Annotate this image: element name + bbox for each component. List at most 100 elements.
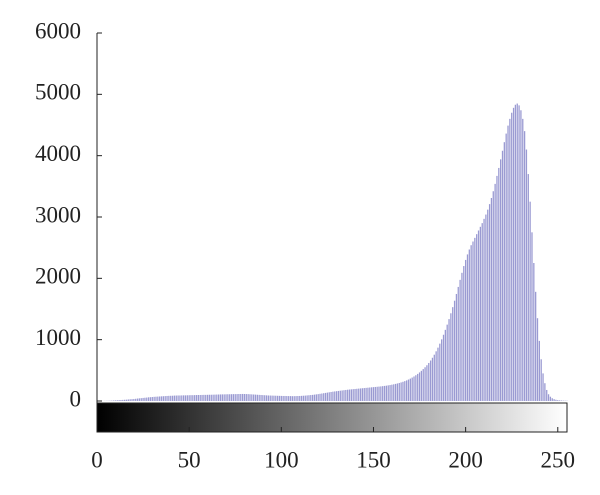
bar bbox=[211, 395, 212, 401]
bar bbox=[332, 392, 333, 401]
bar bbox=[367, 388, 368, 401]
bar bbox=[395, 384, 396, 401]
bar bbox=[187, 395, 188, 401]
bar bbox=[472, 242, 473, 401]
bar bbox=[137, 399, 138, 401]
bar bbox=[166, 396, 167, 401]
bar bbox=[526, 150, 527, 401]
bar bbox=[246, 394, 247, 401]
bar bbox=[382, 386, 383, 401]
bar bbox=[535, 292, 536, 401]
bar bbox=[410, 379, 411, 401]
bar bbox=[231, 394, 232, 401]
bar bbox=[150, 397, 151, 401]
bar bbox=[266, 395, 267, 401]
bar bbox=[393, 384, 394, 401]
bar bbox=[316, 394, 317, 401]
bar bbox=[447, 325, 448, 401]
bar bbox=[126, 400, 127, 401]
bar bbox=[408, 380, 409, 401]
bar bbox=[537, 318, 538, 401]
x-tick-label: 250 bbox=[541, 447, 576, 472]
y-tick-label: 1000 bbox=[35, 325, 81, 350]
bar bbox=[528, 174, 529, 401]
bar bbox=[225, 394, 226, 401]
bar bbox=[279, 396, 280, 401]
bar bbox=[238, 394, 239, 401]
bar bbox=[364, 388, 365, 401]
bar bbox=[546, 390, 547, 401]
bar bbox=[181, 395, 182, 401]
bar bbox=[314, 395, 315, 401]
bar bbox=[493, 191, 494, 401]
bar bbox=[255, 395, 256, 401]
bar bbox=[334, 391, 335, 401]
bar bbox=[222, 394, 223, 401]
colorbar bbox=[97, 403, 567, 432]
bar bbox=[428, 363, 429, 401]
bar bbox=[176, 396, 177, 401]
bar bbox=[117, 400, 118, 401]
bar bbox=[504, 142, 505, 401]
bar bbox=[544, 383, 545, 401]
bar bbox=[146, 398, 147, 401]
bar bbox=[270, 396, 271, 401]
bar bbox=[529, 202, 530, 401]
bar bbox=[445, 330, 446, 401]
bar bbox=[356, 389, 357, 401]
bar bbox=[216, 395, 217, 401]
bar bbox=[426, 365, 427, 401]
bar bbox=[299, 396, 300, 401]
bar bbox=[212, 395, 213, 401]
bar bbox=[155, 397, 156, 401]
bar bbox=[506, 134, 507, 401]
bar bbox=[139, 398, 140, 401]
bar bbox=[120, 400, 121, 401]
bar bbox=[421, 371, 422, 401]
bar bbox=[201, 395, 202, 401]
bar bbox=[353, 389, 354, 401]
bar bbox=[220, 394, 221, 401]
bar bbox=[476, 234, 477, 401]
bar bbox=[288, 396, 289, 401]
bar bbox=[386, 386, 387, 401]
bar bbox=[454, 301, 455, 401]
bar bbox=[124, 400, 125, 401]
bar bbox=[325, 393, 326, 401]
bar bbox=[424, 367, 425, 401]
bar bbox=[531, 232, 532, 401]
bar bbox=[437, 348, 438, 401]
bar bbox=[434, 355, 435, 401]
bar bbox=[235, 394, 236, 401]
bar bbox=[458, 287, 459, 401]
bar bbox=[557, 400, 558, 401]
bar bbox=[553, 399, 554, 401]
bar bbox=[345, 390, 346, 401]
bar bbox=[273, 396, 274, 401]
bar bbox=[517, 104, 518, 401]
bar bbox=[358, 389, 359, 401]
bar bbox=[489, 204, 490, 401]
bar bbox=[259, 395, 260, 401]
bar bbox=[323, 393, 324, 401]
bar bbox=[249, 394, 250, 401]
bar bbox=[233, 394, 234, 401]
bar bbox=[168, 396, 169, 401]
bar bbox=[224, 394, 225, 401]
bar bbox=[380, 386, 381, 401]
bar bbox=[371, 387, 372, 401]
bar bbox=[419, 372, 420, 401]
bar bbox=[404, 381, 405, 401]
bar bbox=[443, 335, 444, 401]
bar bbox=[336, 391, 337, 401]
bar bbox=[340, 391, 341, 401]
bar bbox=[459, 280, 460, 401]
bar bbox=[203, 395, 204, 401]
bar bbox=[330, 392, 331, 401]
bar bbox=[292, 396, 293, 401]
bar bbox=[312, 395, 313, 401]
bar bbox=[183, 395, 184, 401]
bar bbox=[349, 390, 350, 401]
bar bbox=[327, 393, 328, 401]
x-tick-label: 50 bbox=[178, 447, 201, 472]
